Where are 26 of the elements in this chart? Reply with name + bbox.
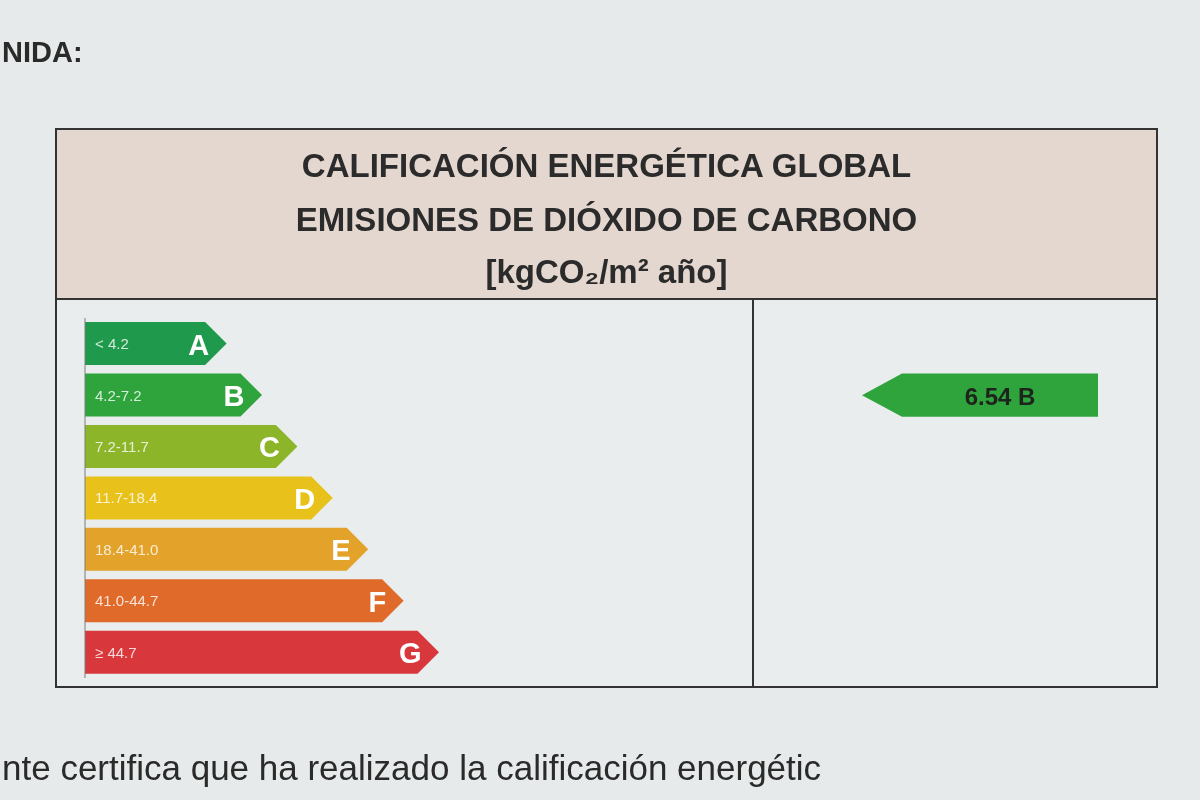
annotation: 11.7-18.4 bbox=[95, 489, 158, 507]
annotation: 4.2-7.2 bbox=[95, 386, 142, 404]
y-tick-label: C bbox=[258, 431, 280, 464]
y-tick-label: A bbox=[188, 328, 210, 361]
bar bbox=[85, 527, 369, 571]
bar bbox=[85, 373, 262, 417]
y-tick-label: G bbox=[398, 637, 422, 670]
bar bbox=[85, 579, 404, 623]
annotation: ≥ 44.7 bbox=[95, 643, 137, 661]
text: nte certifica que ha realizado la calificación energétic bbox=[2, 748, 822, 788]
annotation: < 4.2 bbox=[95, 335, 129, 353]
annotation: 41.0-44.7 bbox=[95, 592, 159, 610]
y-tick-label: D bbox=[294, 482, 316, 515]
text: NIDA: bbox=[2, 36, 83, 69]
bar bbox=[85, 476, 333, 520]
annotation: 18.4-41.0 bbox=[95, 540, 159, 558]
y-tick-label: F bbox=[368, 585, 387, 618]
text: 6.54 B bbox=[964, 382, 1036, 410]
annotation: 7.2-11.7 bbox=[95, 437, 149, 455]
bar bbox=[85, 630, 439, 674]
y-tick-label: B bbox=[223, 380, 245, 413]
x-axis-title: [kgCO₂/m² año] bbox=[484, 252, 729, 292]
bar bbox=[85, 424, 298, 468]
y-tick-label: E bbox=[331, 534, 351, 567]
text: EMISIONES DE DIÓXIDO DE CARBONO bbox=[294, 200, 919, 240]
text: CALIFICACIÓN ENERGÉTICA GLOBAL bbox=[300, 146, 913, 186]
